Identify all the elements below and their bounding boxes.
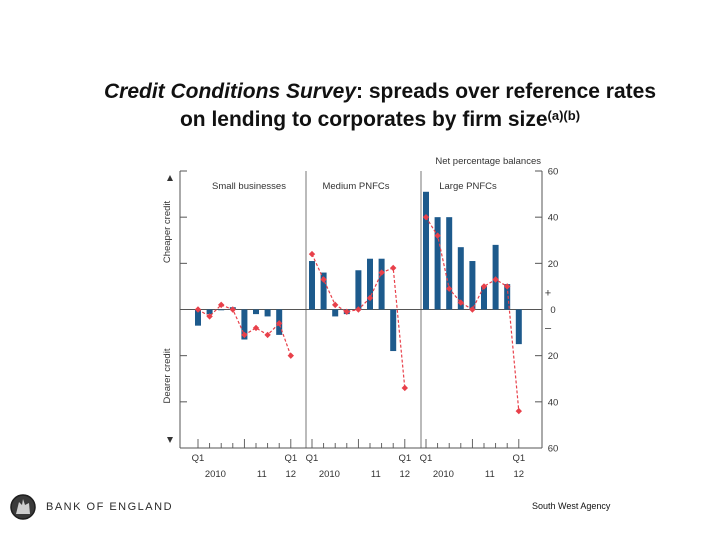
line-marker	[434, 232, 441, 239]
bar	[504, 284, 511, 310]
line-marker	[252, 324, 260, 332]
x-tick-label: 11	[371, 469, 381, 480]
balance-line	[425, 216, 520, 412]
logo-text: BANK OF ENGLAND	[46, 501, 174, 513]
britannia-icon	[10, 494, 36, 520]
x-tick-label: 2010	[205, 469, 226, 480]
title-line-1: Credit Conditions Survey: spreads over r…	[0, 78, 720, 106]
x-tick-label: Q1	[192, 453, 205, 464]
bar	[241, 309, 248, 340]
bar	[355, 270, 362, 310]
x-tick-label: 12	[286, 469, 297, 480]
bar	[320, 272, 327, 310]
bar	[434, 217, 441, 310]
bar	[515, 309, 522, 345]
line-marker	[366, 294, 374, 302]
line-marker	[504, 283, 511, 290]
y-tick-label: 60	[548, 167, 559, 178]
title-line-2-text: on lending to corporates by firm size	[179, 108, 548, 131]
bar	[218, 309, 225, 311]
line-marker	[308, 250, 316, 258]
line-marker	[194, 306, 202, 313]
panel-title: Large PNFCs	[439, 181, 497, 192]
line-marker	[515, 407, 522, 415]
x-tick-label: Q1	[284, 453, 297, 464]
y-tick-label: 20	[548, 351, 559, 362]
bar	[367, 258, 373, 310]
bar	[378, 258, 385, 310]
x-tick-label: 11	[257, 469, 267, 480]
line-marker	[378, 269, 385, 276]
x-tick-label: 11	[485, 469, 495, 480]
line-marker	[480, 283, 488, 290]
line-marker	[457, 299, 464, 306]
bank-of-england-logo: BANK OF ENGLAND	[8, 493, 173, 521]
line-marker	[229, 306, 236, 313]
line-marker	[390, 264, 397, 272]
agency-label: South West Agency	[532, 501, 611, 511]
x-tick-label: 12	[400, 469, 411, 480]
line-marker	[218, 301, 225, 309]
bar	[469, 261, 476, 310]
title-line-2: on lending to corporates by firm size(a)…	[0, 106, 720, 134]
line-marker	[469, 306, 476, 313]
x-tick-label: 2010	[319, 469, 340, 480]
line-marker	[422, 213, 430, 221]
line-marker	[401, 384, 408, 392]
bar	[332, 309, 339, 317]
bar	[481, 286, 487, 310]
y-tick-label: 20	[548, 259, 559, 270]
y-tick-label: 60	[548, 444, 559, 455]
bar	[309, 261, 315, 310]
line-marker	[276, 320, 283, 327]
line-marker	[355, 306, 362, 313]
title-superscript: (a)(b)	[547, 108, 581, 123]
title-survey-name: Credit Conditions Survey	[103, 80, 357, 103]
bar	[423, 191, 429, 310]
x-tick-label: 12	[514, 469, 525, 480]
bar	[457, 247, 464, 310]
bar	[446, 217, 453, 310]
line-marker	[241, 331, 248, 339]
x-tick-label: 2010	[433, 469, 454, 480]
arrow-up-icon	[167, 175, 173, 181]
x-tick-label: Q1	[512, 453, 525, 464]
bar	[264, 309, 271, 317]
bar	[206, 309, 213, 315]
plus-sign-label: +	[545, 288, 551, 300]
title-line-1-rest: : spreads over reference rates	[356, 80, 657, 103]
line-marker	[206, 313, 213, 320]
x-tick-label: Q1	[420, 453, 433, 464]
y-tick-label: 40	[548, 397, 559, 408]
chart-title: Credit Conditions Survey: spreads over r…	[0, 78, 720, 134]
y-label-cheaper: Cheaper credit	[162, 200, 173, 263]
line-marker	[264, 331, 271, 339]
panel-title: Medium PNFCs	[322, 181, 389, 192]
minus-sign-label: –	[545, 323, 552, 335]
line-marker	[320, 276, 327, 283]
line-marker	[446, 285, 453, 292]
bar	[390, 309, 397, 352]
panel-title: Small businesses	[212, 181, 286, 192]
bar	[253, 309, 259, 315]
y-tick-label: 40	[548, 213, 559, 224]
arrow-down-icon	[167, 437, 173, 443]
x-tick-label: Q1	[306, 453, 319, 464]
y-label-dearer: Dearer credit	[162, 348, 173, 403]
line-marker	[492, 276, 499, 283]
bar	[195, 309, 201, 326]
line-marker	[332, 301, 339, 309]
line-marker	[287, 352, 294, 359]
unit-label: Net percentage balances	[435, 156, 541, 167]
line-marker	[343, 308, 350, 316]
y-tick-label: 0	[550, 305, 555, 316]
x-tick-label: Q1	[398, 453, 411, 464]
